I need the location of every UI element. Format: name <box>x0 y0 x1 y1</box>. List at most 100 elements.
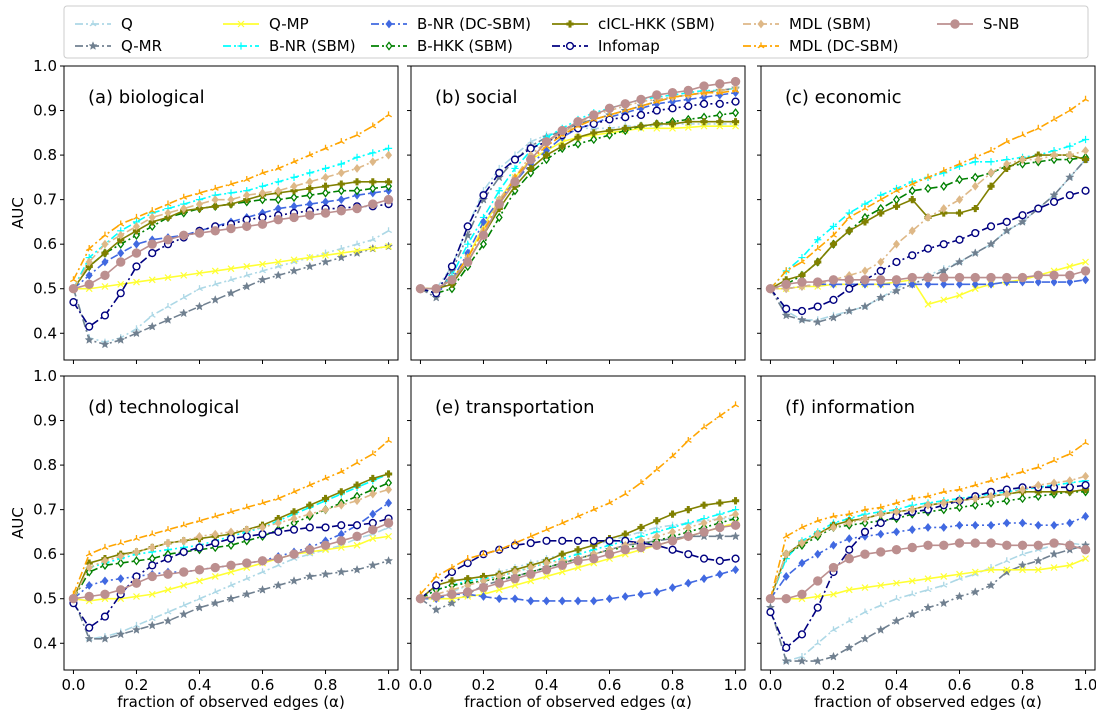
series-mdl-dc-sbm-point <box>1019 468 1026 475</box>
series-infomap-point <box>100 612 110 621</box>
series-mdl-dc-sbm-point <box>845 213 853 220</box>
series-q-mr-point <box>194 301 205 311</box>
series-b-hkk-sbm-point <box>892 194 901 205</box>
series-mdl-sbm-point <box>164 538 172 548</box>
y-tick-label: 0.8 <box>33 456 57 474</box>
series-q-mr-point <box>1017 217 1028 226</box>
series-b-nr-dc-sbm-point <box>814 549 822 559</box>
series-s-nb-point <box>478 582 489 593</box>
series-mdl-sbm-point <box>1034 480 1042 490</box>
series-infomap-point <box>1018 211 1027 220</box>
series-mdl-dc-sbm-point <box>1034 463 1042 470</box>
series-mdl-dc-sbm-point <box>716 89 724 96</box>
series-b-nr-dc-sbm-point <box>85 580 93 590</box>
series-q-point <box>148 311 156 318</box>
axes-frame <box>63 375 399 671</box>
series-q-point <box>164 608 172 615</box>
series-mdl-dc-sbm-point <box>669 452 676 459</box>
series-b-hkk-sbm-point <box>353 186 361 196</box>
series-b-hkk-sbm-point <box>1003 496 1011 506</box>
series-mdl-sbm-point <box>924 213 932 222</box>
series-cicl-hkk-sbm-point <box>700 501 708 509</box>
series-q-mr-point <box>100 339 110 349</box>
series-q-mp-point <box>211 267 219 275</box>
series-q-mr-point <box>844 306 854 315</box>
plot-area <box>415 76 741 302</box>
series-cicl-hkk-sbm-point <box>892 202 901 210</box>
series-s-nb-point <box>463 257 473 267</box>
series-s-nb-point <box>907 272 917 283</box>
series-b-nr-dc-sbm-point <box>542 596 551 606</box>
series-s-nb-point <box>813 277 823 287</box>
panel-title: (e) transportation <box>435 397 595 418</box>
series-q-mp-point <box>527 577 535 585</box>
series-cicl-hkk-sbm-point <box>527 164 535 173</box>
series-s-nb-point <box>147 571 157 582</box>
series-mdl-sbm-point <box>101 239 109 249</box>
series-q-mp-point <box>337 249 345 257</box>
legend-item-q: Q <box>75 15 133 33</box>
series-q-mr-point <box>891 616 902 625</box>
series-s-nb-point <box>131 248 142 258</box>
x-tick-label: 1.0 <box>724 676 748 694</box>
series-b-nr-sbm-point <box>464 240 472 248</box>
legend-item-s-nb: S-NB <box>937 15 1019 33</box>
series-b-nr-dc-sbm-point <box>940 279 948 289</box>
series-mdl-dc-sbm-point <box>290 488 298 495</box>
y-tick-label: 0.6 <box>33 545 57 563</box>
series-cicl-hkk-sbm-point <box>637 122 645 130</box>
series-cicl-hkk-sbm-point <box>1081 155 1090 164</box>
panel-f-information: 0.0 0.2 0.4 0.6 0.8 1.0 (f) information fractio… <box>757 375 1096 711</box>
series-q-mp-point <box>148 276 156 284</box>
series-mdl-dc-sbm-point <box>117 220 125 227</box>
series-q-mp-point <box>1066 561 1074 569</box>
series-mdl-dc-sbm-point <box>243 503 251 510</box>
plot-area <box>415 401 741 614</box>
series-mdl-dc-sbm-point <box>861 204 869 211</box>
series-mdl-sbm-point <box>164 208 172 218</box>
series-q-point <box>259 568 266 575</box>
series-q-mr-point <box>84 335 94 344</box>
series-mdl-dc-sbm-point <box>133 534 140 541</box>
series-mdl-sbm-point <box>227 527 235 537</box>
series-b-hkk-sbm-point <box>574 139 582 149</box>
series-b-nr-dc-sbm-point <box>1050 277 1058 287</box>
series-mdl-dc-sbm-point <box>353 131 361 138</box>
series-cicl-hkk-sbm-point <box>987 182 995 190</box>
series-infomap-point <box>797 630 807 639</box>
series-q-mp-point <box>322 251 329 259</box>
series-mdl-dc-sbm-point <box>527 532 535 539</box>
series-s-nb-point <box>289 549 299 559</box>
series-q-mr-point <box>828 651 839 661</box>
series-infomap-point <box>69 297 78 307</box>
series-q-mr-point <box>923 602 933 612</box>
series-q-mr-point <box>939 598 949 608</box>
series-q-mp-point <box>196 269 203 277</box>
series-s-nb-point <box>305 210 315 220</box>
series-q-mr-point <box>289 266 299 275</box>
axes-frame <box>410 375 746 671</box>
series-mdl-dc-sbm-point <box>814 245 822 251</box>
series-mdl-dc-sbm-point <box>1050 115 1058 122</box>
series-cicl-hkk-sbm-point <box>369 474 377 483</box>
series-b-nr-sbm-point <box>495 187 503 195</box>
series-cicl-hkk-sbm-point <box>731 118 740 126</box>
x-axis-label: fraction of observed edges (α) <box>464 693 692 711</box>
series-q-point <box>196 595 203 602</box>
series-q-mr-point <box>242 281 252 291</box>
series-b-nr-dc-sbm-point <box>306 199 314 209</box>
legend-marker-mdl-sbm-point <box>757 19 765 29</box>
y-tick-label: 0.7 <box>33 191 57 209</box>
series-q-mr-point <box>1017 560 1028 570</box>
series-q-mr-point <box>860 633 870 643</box>
series-b-hkk-sbm-point <box>227 540 235 550</box>
series-line-b-nr-dc-sbm <box>420 569 736 602</box>
series-s-nb-point <box>683 531 693 542</box>
series-mdl-sbm-point <box>369 157 377 167</box>
series-q-point <box>924 586 932 593</box>
series-b-nr-dc-sbm-point <box>700 574 708 584</box>
series-infomap-point <box>321 523 330 532</box>
series-b-nr-dc-sbm-point <box>877 529 885 539</box>
series-s-nb-point <box>320 540 331 550</box>
series-q-mr-point <box>828 312 839 322</box>
